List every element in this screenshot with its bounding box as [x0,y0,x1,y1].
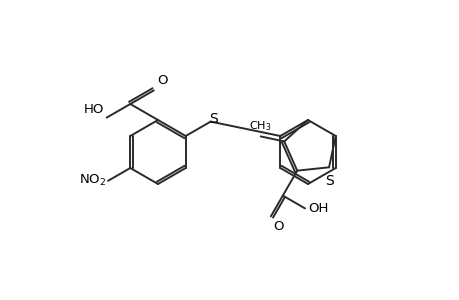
Text: CH$_3$: CH$_3$ [249,120,271,134]
Text: S: S [209,112,218,126]
Text: S: S [324,174,333,188]
Text: HO: HO [83,103,104,116]
Text: NO$_2$: NO$_2$ [78,173,106,188]
Text: OH: OH [308,202,328,215]
Text: O: O [157,74,167,87]
Text: O: O [272,220,283,233]
